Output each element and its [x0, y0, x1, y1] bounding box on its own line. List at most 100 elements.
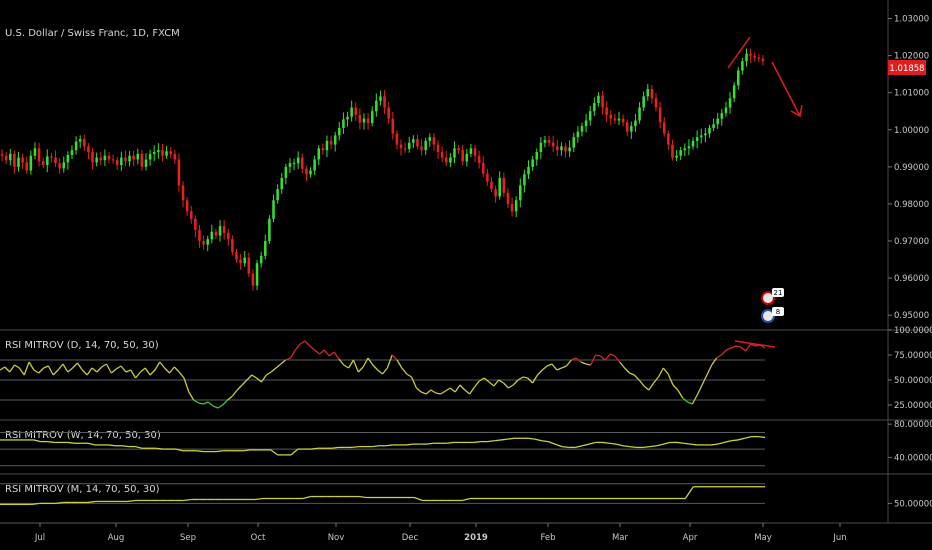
candle — [428, 133, 432, 147]
rsi-weekly-pane[interactable]: 80.00000 40.00000 — [0, 420, 932, 467]
candle — [173, 149, 177, 165]
trend-line-price[interactable] — [727, 36, 751, 69]
rsi-monthly-title[interactable]: RSI MITROV (M, 14, 70, 50, 30) — [5, 484, 160, 495]
rsi-segment — [426, 442, 434, 445]
rsi-segment — [120, 365, 127, 373]
time-tick-label: Mar — [612, 533, 629, 543]
candle — [350, 100, 353, 122]
candle — [120, 151, 123, 171]
candle — [510, 197, 514, 217]
rsi-segment — [101, 363, 107, 368]
rsi-segment — [706, 364, 713, 376]
rsi-daily-pane[interactable]: 100.00000 75.00000 50.00000 25.00000 — [0, 326, 932, 411]
rsi-segment — [672, 384, 679, 391]
swiss-flag-icon[interactable] — [761, 291, 775, 305]
candle-body — [539, 142, 543, 153]
rsi-segment — [615, 443, 623, 447]
candle-body — [4, 155, 8, 161]
rsi-segment — [459, 384, 466, 391]
time-axis[interactable]: Jul Aug Sep Oct Nov Dec 2019 Feb Mar Apr May Jun — [34, 523, 847, 543]
rsi-segment — [231, 389, 238, 397]
candle — [593, 97, 596, 116]
event-count-badge-2[interactable] — [772, 307, 784, 316]
rsi-monthly-pane[interactable]: 50.00000 — [0, 483, 932, 524]
candle-body — [120, 157, 123, 165]
rsi-segment — [188, 391, 195, 401]
rsi-segment — [294, 343, 301, 351]
price-axis[interactable]: 1.03000 1.02000 1.01000 1.00000 0.99000 0.980… — [888, 15, 929, 322]
candle-body — [687, 146, 691, 149]
candle-body — [21, 157, 24, 163]
price-pane[interactable] — [0, 48, 765, 291]
event-count-2: 8 — [776, 308, 780, 316]
candle — [436, 140, 440, 160]
rsi-daily-title[interactable]: RSI MITROV (D, 14, 70, 50, 30) — [5, 340, 159, 351]
candle-body — [568, 147, 571, 152]
candle — [62, 156, 66, 173]
candle — [634, 113, 637, 132]
candle — [255, 260, 259, 291]
candle-body — [403, 148, 407, 150]
rsi-segment — [435, 392, 441, 395]
candle — [342, 112, 345, 134]
candle — [321, 143, 325, 155]
time-tick-label: Jul — [34, 533, 45, 543]
rsi-segment — [609, 442, 617, 445]
rsi-segment — [522, 376, 528, 379]
candle-body — [288, 163, 292, 167]
rsi-segment — [246, 374, 253, 381]
candle — [391, 111, 395, 140]
rsi-segment — [115, 365, 122, 370]
rsi-segment — [462, 497, 471, 502]
candle-body — [486, 173, 489, 182]
candle-body — [576, 131, 580, 138]
candle-body — [412, 139, 415, 143]
candle-body — [741, 61, 744, 71]
down-arrow-icon[interactable] — [790, 104, 803, 118]
candle — [280, 172, 284, 194]
candle — [457, 144, 460, 154]
rsi-segment — [154, 361, 161, 371]
candle-body — [736, 70, 740, 86]
annotations[interactable] — [727, 36, 803, 348]
candle — [761, 54, 765, 66]
candle-body — [432, 137, 436, 145]
event-count-badge-1[interactable] — [772, 288, 784, 297]
rsi-segment — [270, 367, 277, 373]
candle-body — [761, 58, 765, 62]
candle — [588, 105, 592, 126]
candle — [658, 101, 662, 129]
candle-body — [704, 133, 707, 136]
rsi-weekly-title[interactable]: RSI MITROV (W, 14, 70, 50, 30) — [5, 430, 161, 441]
rsi-segment — [290, 448, 299, 456]
rsi-segment — [348, 359, 355, 369]
candle — [251, 269, 255, 291]
rsi-segment — [585, 363, 591, 366]
candle-body — [111, 159, 115, 161]
candle — [21, 153, 24, 169]
rsi-segment — [386, 354, 393, 369]
candle-body — [375, 100, 378, 112]
candle — [642, 91, 645, 112]
rsi-segment — [420, 391, 427, 395]
candle-body — [708, 127, 711, 134]
event-badges[interactable]: 21 8 — [761, 288, 784, 323]
rsi-segment — [582, 443, 590, 447]
chart-title[interactable]: U.S. Dollar / Swiss Franc, 1D, FXCM — [5, 28, 180, 39]
candle — [29, 150, 33, 175]
candle — [292, 158, 296, 171]
trend-line-rsi[interactable] — [734, 340, 776, 348]
candle-body — [679, 150, 682, 156]
rsi-segment — [108, 444, 116, 447]
candle — [115, 157, 119, 170]
down-arrow-shaft[interactable] — [771, 61, 801, 117]
rsi-segment — [149, 369, 156, 376]
candle-body — [161, 150, 164, 156]
rsi-segment — [648, 382, 655, 391]
rsi-segment — [478, 377, 485, 382]
rsi-segment — [445, 387, 451, 392]
candle-body — [70, 150, 74, 155]
rsi-segment — [508, 384, 514, 389]
